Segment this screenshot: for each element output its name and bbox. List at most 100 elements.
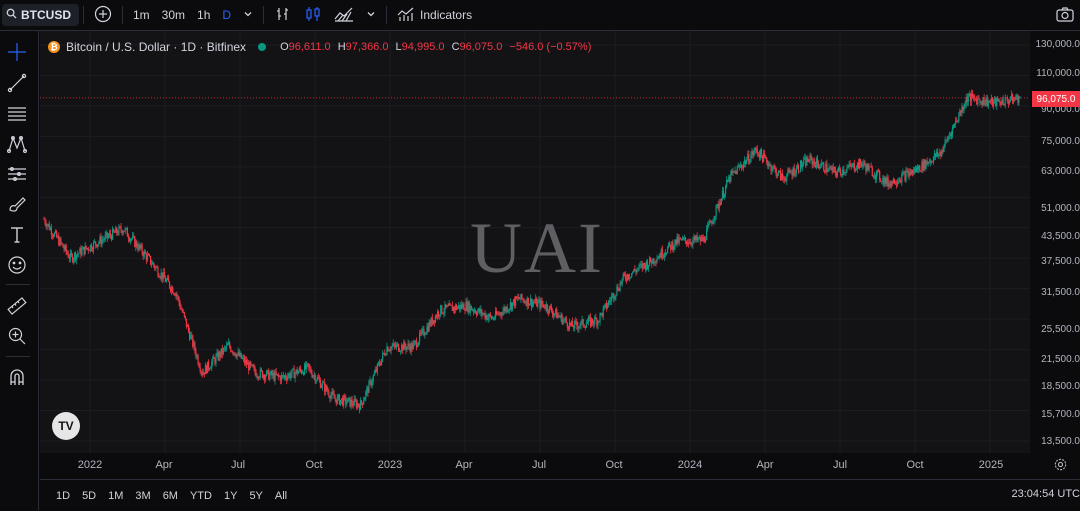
candle-body [582, 319, 583, 321]
time-tick: Apr [756, 459, 773, 471]
candle-body [692, 240, 693, 244]
range-all-button[interactable]: All [269, 490, 293, 502]
candle-body [363, 401, 364, 405]
candle-body [968, 96, 969, 102]
candle-body [94, 242, 95, 243]
candle-body [128, 237, 129, 239]
measure-tool[interactable] [5, 295, 29, 319]
candle-body [726, 180, 727, 186]
range-6m-button[interactable]: 6M [157, 490, 184, 502]
candle-body [52, 235, 53, 236]
candle-body [874, 175, 875, 176]
indicators-button[interactable]: Indicators [391, 4, 478, 26]
candle-body [851, 166, 852, 168]
crosshair-tool[interactable] [5, 41, 29, 65]
brush-tool[interactable] [5, 193, 29, 217]
candle-body [657, 258, 658, 259]
candle-body [126, 228, 127, 229]
icon-tool[interactable] [5, 254, 29, 278]
candle-body [62, 244, 63, 248]
candle-body [197, 355, 198, 363]
time-tick: 2025 [979, 459, 1003, 471]
candle-body [445, 304, 446, 307]
candle-body [523, 300, 524, 303]
candles-chart-type-button[interactable] [298, 4, 328, 26]
watermark-text: UAI [470, 212, 604, 284]
compare-symbol-button[interactable] [88, 4, 118, 26]
area-chart-type-button[interactable] [328, 4, 360, 26]
candle-body [623, 274, 624, 279]
candle-body [510, 303, 511, 309]
price-tick: 43,500.0 [1041, 231, 1080, 242]
candle-body [841, 174, 842, 175]
candle-body [264, 375, 265, 379]
chart-settings-button[interactable] [1054, 458, 1067, 474]
candle-body [864, 162, 865, 166]
candle-body [935, 154, 936, 157]
candle-body [209, 369, 210, 370]
snapshot-button[interactable] [1050, 4, 1080, 26]
candle-body [99, 237, 100, 242]
candle-body [343, 396, 344, 406]
candle-body [560, 315, 561, 318]
candle-body [393, 343, 394, 346]
candle-body [828, 168, 829, 171]
range-5y-button[interactable]: 5Y [243, 490, 268, 502]
candle-body [238, 352, 239, 354]
candle-body [177, 296, 178, 297]
candle-body [928, 162, 929, 163]
magnet-tool[interactable] [5, 366, 29, 390]
candle-body [303, 372, 304, 374]
candle-body [370, 380, 371, 385]
candle-body [796, 168, 797, 173]
interval-1m-button[interactable]: 1m [127, 4, 156, 26]
candle-body [433, 320, 434, 324]
range-1y-button[interactable]: 1Y [218, 490, 243, 502]
candle-body [226, 345, 227, 348]
fib-tool[interactable] [5, 103, 29, 127]
candle-body [730, 171, 731, 181]
candle-body [522, 299, 523, 300]
interval-d-button[interactable]: D [216, 4, 237, 26]
divider [122, 6, 123, 24]
candle-body [162, 273, 163, 280]
symbol-search-button[interactable]: BTCUSD [2, 4, 79, 26]
candle-body [379, 363, 380, 365]
candle-body [391, 347, 392, 350]
candle-body [820, 167, 821, 168]
candle-body [597, 321, 598, 325]
candle-body [138, 244, 139, 249]
candle-body [521, 294, 522, 299]
candle-body [208, 362, 209, 369]
text-tool[interactable] [5, 224, 29, 248]
forecast-tool[interactable] [5, 163, 29, 187]
candle-body [1014, 98, 1015, 99]
tradingview-logo[interactable]: TV [52, 412, 80, 440]
bar-chart-type-button[interactable] [268, 4, 298, 26]
candle-body [739, 166, 740, 167]
interval-30m-button[interactable]: 30m [156, 4, 191, 26]
trend-line-tool[interactable] [5, 72, 29, 96]
range-ytd-button[interactable]: YTD [184, 490, 218, 502]
range-3m-button[interactable]: 3M [129, 490, 156, 502]
range-1m-button[interactable]: 1M [102, 490, 129, 502]
zoom-tool[interactable] [5, 325, 29, 349]
candle-body [697, 236, 698, 240]
candle-body [71, 253, 72, 255]
candle-body [404, 342, 405, 347]
candle-body [622, 279, 623, 284]
candle-body [134, 237, 135, 247]
candle-body [119, 227, 120, 228]
candle-body [60, 238, 61, 242]
candle-body [472, 310, 473, 311]
pattern-tool[interactable] [5, 133, 29, 157]
utc-clock[interactable]: 23:04:54 UTC [1012, 488, 1080, 500]
chart-type-dropdown-button[interactable] [360, 4, 382, 26]
time-axis[interactable]: 2022 Apr Jul Oct 2023 Apr Jul Oct 2024 A… [40, 453, 1080, 477]
candle-body [891, 181, 892, 187]
interval-dropdown-button[interactable] [237, 4, 259, 26]
range-1d-button[interactable]: 1D [50, 490, 76, 502]
range-5d-button[interactable]: 5D [76, 490, 102, 502]
candle-body [666, 253, 667, 254]
interval-1h-button[interactable]: 1h [191, 4, 216, 26]
